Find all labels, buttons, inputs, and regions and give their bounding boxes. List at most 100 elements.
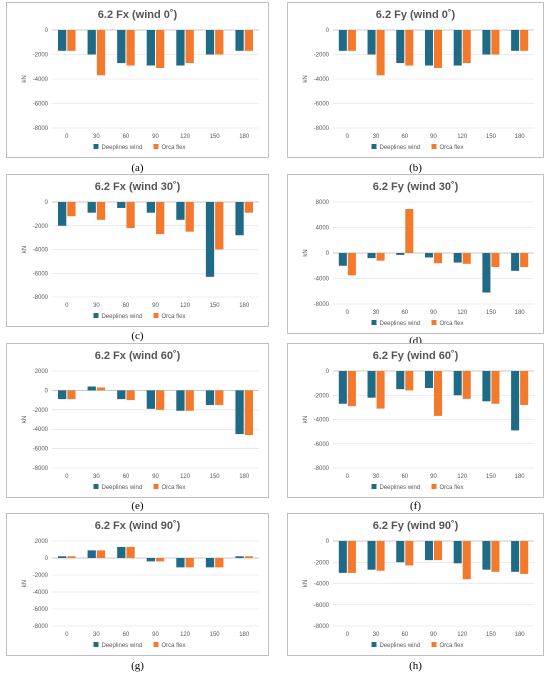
- x-tick-label: 60: [123, 303, 130, 309]
- x-tick-label: 180: [515, 632, 526, 638]
- x-tick-label: 150: [210, 632, 221, 638]
- x-tick-label: 30: [373, 134, 380, 140]
- legend-label-deeplines: Deeplines wind: [102, 485, 143, 491]
- y-tick-label: -6000: [33, 271, 49, 277]
- legend-label-deeplines: Deeplines wind: [102, 314, 143, 320]
- x-tick-label: 150: [486, 310, 497, 316]
- y-tick-label: -4000: [314, 277, 330, 283]
- bar-deeplines-180: [235, 390, 244, 435]
- bar-deeplines-150: [482, 541, 491, 570]
- bar-orcaflex-30: [96, 30, 106, 76]
- chart-panel-f: 6.2 Fy (wind 60˚) 0 -2000 -4000 -6000 -8000 kN…: [287, 343, 544, 498]
- bar-deeplines-60: [117, 390, 126, 400]
- bar-deeplines-120: [453, 541, 462, 564]
- x-tick-label: 30: [373, 632, 380, 638]
- bar-deeplines-60: [396, 541, 405, 563]
- x-tick-label: 120: [457, 310, 468, 316]
- bar-deeplines-120: [176, 202, 185, 220]
- chart-panel-c: 6.2 Fx (wind 30˚) 0 -2000 -4000 -6000 -8000 kN…: [6, 174, 269, 327]
- y-axis-label: kN: [303, 580, 309, 587]
- y-tick-label: -8000: [33, 624, 49, 630]
- legend-swatch-deeplines: [93, 144, 99, 149]
- bar-deeplines-90: [424, 371, 433, 388]
- bar-orcaflex-90: [434, 371, 443, 416]
- bar-deeplines-60: [396, 30, 405, 64]
- bar-orcaflex-180: [244, 390, 253, 436]
- y-tick-label: -2000: [33, 224, 49, 230]
- bar-deeplines-90: [424, 541, 433, 561]
- legend-label-orcaflex: Orca flex: [440, 485, 464, 491]
- bar-orcaflex-180: [520, 371, 529, 405]
- bar-orcaflex-30: [96, 387, 106, 391]
- x-tick-label: 180: [239, 303, 250, 309]
- x-tick-label: 30: [373, 310, 380, 316]
- x-tick-label: 60: [401, 134, 408, 140]
- x-tick-label: 120: [180, 303, 191, 309]
- legend-label-orcaflex: Orca flex: [162, 145, 186, 151]
- bar-orcaflex-120: [185, 558, 194, 568]
- bar-orcaflex-90: [434, 30, 443, 68]
- bar-deeplines-90: [146, 558, 155, 562]
- y-tick-label: -2000: [314, 560, 330, 566]
- bar-orcaflex-60: [126, 390, 135, 401]
- bar-deeplines-120: [176, 390, 185, 411]
- bar-deeplines-180: [235, 556, 244, 558]
- y-tick-label: -2000: [33, 573, 49, 579]
- y-tick-label: -2000: [33, 53, 49, 59]
- bar-deeplines-30: [87, 30, 96, 55]
- bar-orcaflex-30: [376, 371, 385, 409]
- y-tick-label: 0: [326, 369, 330, 375]
- bar-deeplines-60: [396, 371, 405, 390]
- y-tick-label: -4000: [314, 77, 330, 83]
- x-tick-label: 90: [152, 303, 159, 309]
- bar-orcaflex-180: [520, 30, 529, 51]
- x-tick-label: 0: [65, 632, 69, 638]
- x-tick-label: 90: [152, 632, 159, 638]
- bar-orcaflex-120: [462, 541, 471, 580]
- y-tick-label: -2000: [33, 408, 49, 414]
- x-tick-label: 30: [93, 474, 100, 480]
- bar-orcaflex-120: [462, 30, 471, 64]
- x-tick-label: 0: [65, 303, 69, 309]
- bar-orcaflex-30: [376, 30, 385, 76]
- legend-label-orcaflex: Orca flex: [162, 314, 186, 320]
- bar-orcaflex-180: [244, 202, 253, 213]
- panel-sublabel: (e): [131, 500, 144, 512]
- x-tick-label: 120: [457, 632, 468, 638]
- legend-swatch-orcaflex: [431, 642, 437, 647]
- legend-label-orcaflex: Orca flex: [162, 643, 186, 649]
- bar-orcaflex-0: [347, 371, 356, 407]
- y-tick-label: -4000: [33, 590, 49, 596]
- bar-orcaflex-0: [347, 541, 356, 573]
- x-tick-label: 0: [346, 474, 350, 480]
- legend-swatch-orcaflex: [431, 484, 437, 489]
- x-tick-label: 0: [346, 310, 350, 316]
- bar-orcaflex-60: [405, 371, 414, 391]
- legend-swatch-deeplines: [371, 320, 377, 325]
- panel-sublabel: (g): [131, 660, 144, 672]
- x-tick-label: 0: [346, 632, 350, 638]
- x-tick-label: 30: [93, 632, 100, 638]
- bar-deeplines-0: [58, 390, 67, 400]
- x-tick-label: 90: [152, 134, 159, 140]
- bar-deeplines-180: [235, 202, 244, 236]
- bar-deeplines-90: [146, 30, 155, 66]
- y-tick-label: 4000: [316, 226, 330, 232]
- x-tick-label: 120: [180, 632, 191, 638]
- x-tick-label: 180: [515, 474, 526, 480]
- x-tick-label: 150: [486, 474, 497, 480]
- bar-orcaflex-120: [462, 253, 471, 264]
- bar-orcaflex-150: [215, 390, 224, 405]
- y-axis-label: kN: [22, 75, 28, 82]
- bar-orcaflex-0: [67, 390, 76, 400]
- y-tick-label: -6000: [314, 603, 330, 609]
- y-axis-label: kN: [22, 580, 28, 587]
- bar-deeplines-150: [482, 253, 491, 293]
- bar-orcaflex-60: [405, 30, 414, 66]
- legend-label-orcaflex: Orca flex: [440, 145, 464, 151]
- bar-deeplines-150: [205, 30, 215, 55]
- bar-orcaflex-60: [405, 209, 414, 253]
- bar-deeplines-120: [453, 253, 462, 263]
- bar-orcaflex-0: [347, 30, 356, 51]
- bar-orcaflex-150: [491, 253, 500, 268]
